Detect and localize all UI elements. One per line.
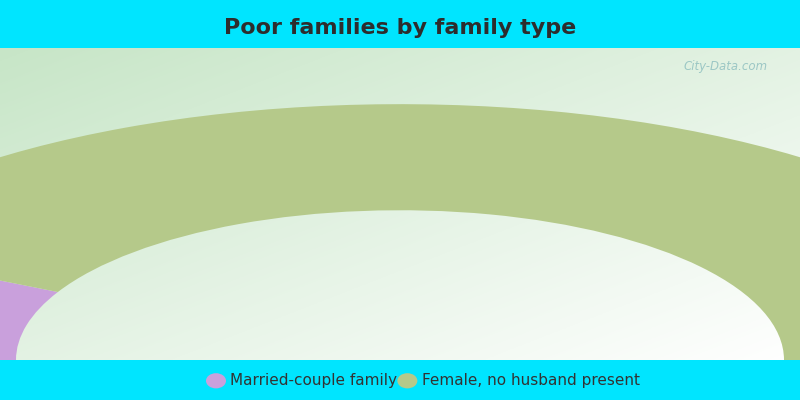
Text: Poor families by family type: Poor families by family type	[224, 18, 576, 38]
Wedge shape	[0, 244, 58, 360]
Ellipse shape	[206, 373, 226, 388]
Wedge shape	[0, 104, 800, 360]
Text: City-Data.com: City-Data.com	[684, 60, 768, 74]
Text: Female, no husband present: Female, no husband present	[422, 373, 640, 388]
Ellipse shape	[398, 373, 418, 388]
Text: Married-couple family: Married-couple family	[230, 373, 398, 388]
